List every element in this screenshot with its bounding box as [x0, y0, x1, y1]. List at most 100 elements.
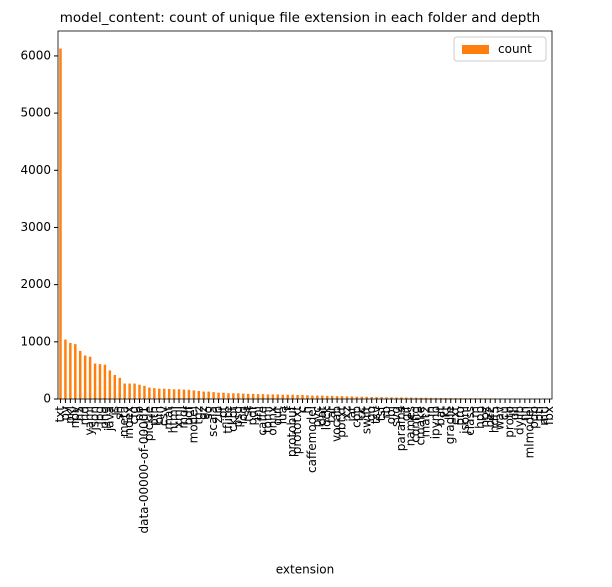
bar — [197, 390, 201, 399]
x-tick-label: out — [270, 406, 284, 426]
bar — [429, 397, 433, 399]
bar — [88, 356, 92, 399]
x-tick-label: so — [201, 406, 215, 420]
bar — [459, 398, 462, 399]
bar — [123, 383, 126, 399]
x-tick-label: bdf — [181, 405, 195, 425]
x-tick-label: txt — [53, 406, 67, 423]
x-tick-label: tar — [325, 406, 339, 423]
bar — [306, 395, 309, 399]
x-tick-label: tflite — [221, 406, 235, 434]
x-tick-label: gz — [196, 406, 210, 420]
x-tick-label: mlmodel — [522, 406, 536, 458]
bar — [172, 389, 176, 399]
bar — [301, 394, 304, 399]
x-tick-label: fbx — [542, 406, 556, 425]
bar — [261, 394, 265, 399]
x-tick-label: pdf — [246, 405, 260, 425]
bar — [370, 396, 373, 399]
bar — [400, 397, 403, 399]
x-tick-label: caffe — [256, 406, 270, 436]
bar — [93, 363, 97, 399]
bar — [202, 391, 205, 399]
bar — [251, 393, 255, 399]
x-tick-label: pt — [216, 406, 230, 419]
bar — [138, 384, 141, 399]
y-tick-label: 4000 — [20, 163, 51, 177]
y-tick-label: 0 — [43, 392, 51, 406]
legend-swatch — [462, 45, 489, 54]
x-tick-label: mat2 — [419, 406, 433, 437]
bar — [192, 390, 196, 399]
x-tick-label: ext — [448, 406, 462, 425]
bar — [276, 394, 280, 399]
bar — [434, 397, 438, 399]
bar — [439, 397, 443, 399]
x-tick-label: config — [409, 406, 423, 443]
x-tick-label: names — [404, 406, 418, 446]
y-tick-label: 3000 — [20, 220, 51, 234]
x-tick-label: xml — [172, 406, 186, 428]
x-tick-label: go — [364, 406, 378, 421]
bar — [390, 397, 393, 399]
x-tick-label: cu — [498, 406, 512, 420]
x-tick-label: scala — [206, 406, 220, 437]
x-tick-label: obj — [384, 406, 398, 424]
x-tick-label: pro — [453, 406, 467, 426]
x-tick-label: nn — [517, 406, 531, 421]
x-tick-label: jar — [344, 406, 358, 423]
bar — [113, 374, 117, 399]
bar — [345, 396, 349, 399]
bar — [424, 397, 428, 399]
bar — [409, 397, 413, 399]
bar — [266, 394, 270, 399]
bar — [380, 397, 383, 399]
x-tick-label: h — [300, 406, 314, 414]
x-tick-label: ipynb — [428, 406, 442, 439]
x-tick-label: sh — [112, 406, 126, 420]
bar — [128, 383, 131, 399]
bar — [148, 387, 151, 399]
x-tick-label: tsv — [369, 406, 383, 424]
x-tick-label: toml — [260, 406, 274, 433]
x-tick-label: cmake — [414, 406, 428, 446]
bar — [246, 393, 250, 399]
x-tick-label: index — [122, 406, 136, 439]
legend-box — [453, 36, 547, 62]
x-tick-label: hpp — [473, 406, 487, 429]
axes-frame — [57, 30, 553, 400]
x-tick-label: npy — [68, 406, 82, 428]
bar — [78, 350, 82, 399]
bar — [330, 395, 334, 399]
x-tick-label: zip — [211, 406, 225, 423]
x-tick-label: json — [88, 406, 102, 432]
x-tick-label: lock — [320, 406, 334, 430]
bar — [395, 397, 398, 399]
bar — [291, 394, 294, 399]
x-tick-label: md — [78, 406, 92, 425]
x-tick-label: pdb — [527, 406, 541, 429]
x-tick-label: hdf5 — [488, 406, 502, 433]
bar — [316, 395, 319, 399]
bar — [83, 355, 87, 399]
x-tick-label: jsonl — [458, 406, 472, 435]
bar — [158, 388, 161, 399]
x-tick-label: model — [186, 406, 200, 443]
x-tick-label: pb — [132, 406, 146, 421]
x-tick-label: ptl — [532, 406, 546, 422]
x-tick-label: in — [423, 406, 437, 417]
bar — [256, 394, 260, 399]
bar — [385, 397, 388, 399]
x-tick-label: jpg — [92, 406, 106, 426]
bar — [217, 392, 220, 399]
x-tick-label: gif — [399, 405, 413, 421]
x-tick-label: h5 — [73, 406, 87, 421]
bar — [182, 389, 186, 399]
bar — [414, 397, 418, 399]
x-tick-label: svg — [389, 406, 403, 427]
bar — [74, 344, 77, 399]
bar — [281, 394, 285, 399]
bar — [311, 395, 314, 399]
x-tick-label: onnx — [265, 406, 279, 436]
x-tick-label: xz — [339, 406, 353, 419]
